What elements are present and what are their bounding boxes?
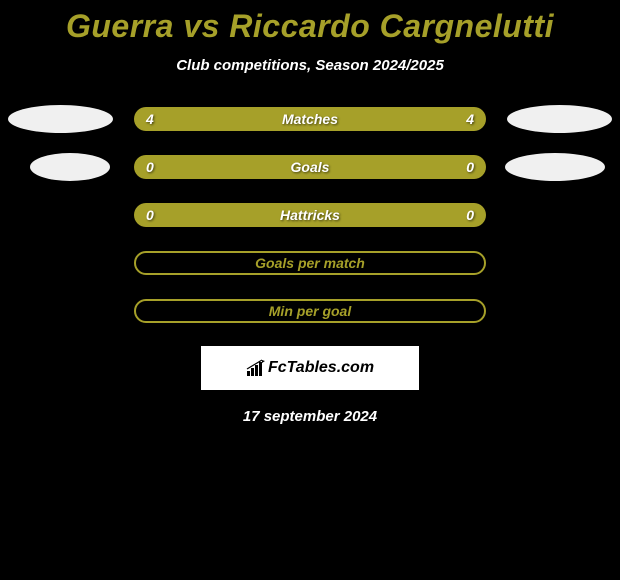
stat-label: Goals per match (255, 255, 365, 271)
date-text: 17 september 2024 (243, 408, 377, 425)
stat-label: Goals (291, 159, 330, 175)
logo-box[interactable]: FcTables.com (201, 346, 419, 390)
stat-bar-matches: 4 Matches 4 (134, 107, 486, 131)
stat-left-value: 0 (146, 159, 154, 175)
stat-left-value: 0 (146, 207, 154, 223)
stat-right-value: 0 (466, 159, 474, 175)
stats-container: 4 Matches 4 0 Goals 0 0 Hattricks 0 Goal… (0, 106, 620, 324)
stat-row-hattricks: 0 Hattricks 0 (0, 202, 620, 228)
comparison-title: Guerra vs Riccardo Cargnelutti (66, 8, 554, 45)
stat-right-value: 0 (466, 207, 474, 223)
left-player-ellipse (30, 153, 110, 181)
stat-left-value: 4 (146, 111, 154, 127)
logo-content: FcTables.com (246, 359, 374, 377)
comparison-subtitle: Club competitions, Season 2024/2025 (176, 57, 444, 74)
right-player-ellipse (505, 153, 605, 181)
stat-label: Min per goal (269, 303, 351, 319)
stat-bar-min-per-goal: Min per goal (134, 299, 486, 323)
stat-label: Hattricks (280, 207, 340, 223)
chart-icon (246, 359, 266, 377)
stat-row-goals: 0 Goals 0 (0, 154, 620, 180)
logo-text: FcTables.com (268, 359, 374, 377)
stat-row-goals-per-match: Goals per match (0, 250, 620, 276)
stat-row-matches: 4 Matches 4 (0, 106, 620, 132)
stat-right-value: 4 (466, 111, 474, 127)
right-player-ellipse (507, 105, 612, 133)
left-player-ellipse (8, 105, 113, 133)
stat-bar-goals: 0 Goals 0 (134, 155, 486, 179)
stat-label: Matches (282, 111, 338, 127)
stat-bar-hattricks: 0 Hattricks 0 (134, 203, 486, 227)
stat-row-min-per-goal: Min per goal (0, 298, 620, 324)
stat-bar-goals-per-match: Goals per match (134, 251, 486, 275)
